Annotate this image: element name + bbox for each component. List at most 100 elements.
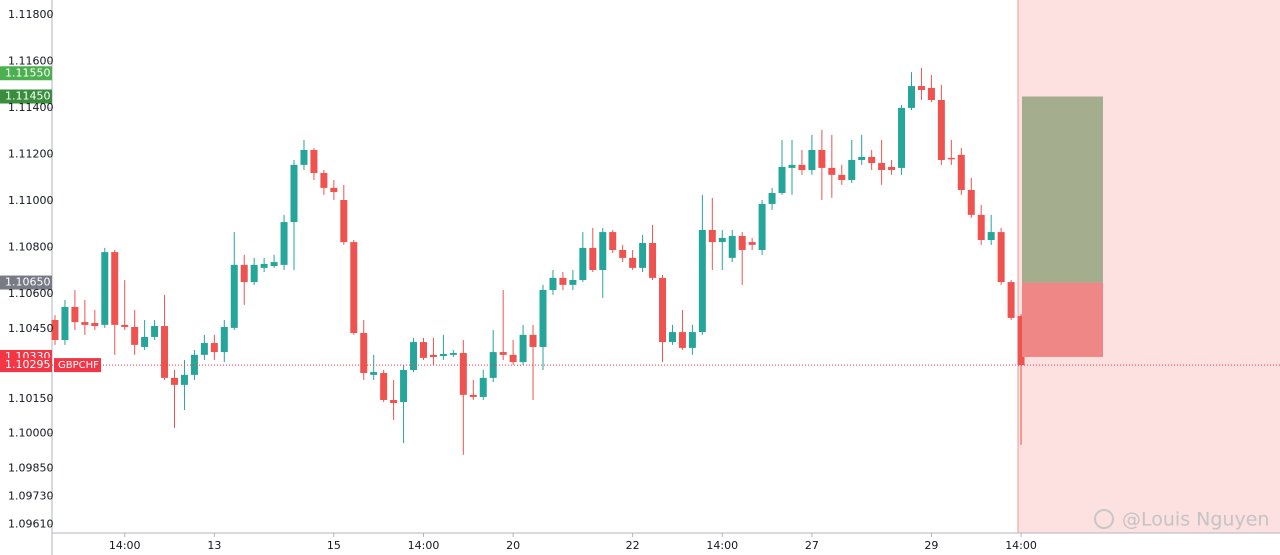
- candle-body: [499, 352, 507, 355]
- candle-body: [200, 343, 208, 355]
- candle-body: [479, 377, 487, 397]
- candle-body: [678, 332, 686, 348]
- candle-body: [888, 166, 896, 170]
- x-tick-label: 29: [924, 539, 938, 552]
- candle-body: [151, 326, 159, 337]
- y-tick-label: 1.11800: [8, 8, 54, 21]
- candle-body: [469, 394, 477, 397]
- candle-body: [808, 149, 816, 170]
- candle-body: [668, 332, 676, 343]
- candle-body: [111, 252, 119, 325]
- candle-body: [419, 342, 427, 358]
- candle-body: [788, 164, 796, 168]
- candle-body: [718, 237, 726, 243]
- candle-body: [1007, 282, 1015, 318]
- watermark-icon: [1094, 509, 1114, 529]
- x-tick-label: 27: [805, 539, 819, 552]
- candle-body: [61, 306, 69, 340]
- watermark: @Louis Nguyen: [1122, 509, 1269, 531]
- y-tick-label: 1.10800: [8, 241, 54, 254]
- candle-body: [927, 87, 935, 100]
- candle-body: [1017, 316, 1025, 366]
- price-label-box: [0, 275, 52, 290]
- candle-body: [987, 232, 995, 240]
- y-tick-label: 1.11400: [8, 101, 54, 114]
- candle-body: [868, 156, 876, 164]
- candle-body: [937, 99, 945, 160]
- candle-body: [798, 164, 806, 170]
- candle-body: [350, 242, 358, 334]
- y-tick-label: 1.09610: [8, 517, 54, 530]
- y-tick-label: 1.11600: [8, 55, 54, 68]
- y-tick-label: 1.10150: [8, 392, 54, 405]
- price-label: 1.10295: [5, 358, 51, 371]
- candle-body: [708, 229, 716, 243]
- candle-body: [71, 306, 79, 323]
- candle-body: [589, 247, 597, 270]
- candle-body: [81, 322, 89, 325]
- x-tick-label: 13: [207, 539, 221, 552]
- marks: [51, 67, 1025, 455]
- candle-body: [121, 324, 129, 327]
- candle-body: [340, 199, 348, 243]
- candle-body: [639, 243, 647, 268]
- y-tick-label: 1.10450: [8, 322, 54, 335]
- candle-body: [539, 289, 547, 347]
- candle-body: [917, 86, 925, 90]
- candle-body: [569, 279, 577, 285]
- candle-body: [210, 343, 218, 353]
- candle-body: [410, 342, 418, 370]
- x-tick-label: 14:00: [1005, 539, 1037, 552]
- candle-body: [360, 333, 368, 374]
- candle-body: [947, 157, 955, 160]
- candle-body: [659, 277, 667, 343]
- candle-body: [728, 236, 736, 258]
- candle-body: [858, 156, 866, 160]
- candle-body: [161, 326, 169, 378]
- candle-body: [818, 149, 826, 168]
- price-label-box: [0, 358, 52, 373]
- candle-body: [688, 332, 696, 348]
- candle-body: [649, 243, 657, 278]
- candle-body: [390, 399, 398, 404]
- y-tick-label: 1.11000: [8, 194, 54, 207]
- x-tick-label: 14:00: [706, 539, 738, 552]
- candle-body: [778, 166, 786, 194]
- candle-body: [270, 262, 278, 267]
- candle-body: [878, 163, 886, 170]
- candle-body: [828, 167, 836, 175]
- x-tick-label: 22: [626, 539, 640, 552]
- candle-body: [51, 319, 59, 340]
- y-tick-label: 1.09730: [8, 489, 54, 502]
- candle-body: [957, 154, 965, 190]
- candle-body: [400, 369, 408, 403]
- candle-body: [619, 249, 627, 258]
- candle-body: [230, 264, 238, 328]
- x-tick-label: 14:00: [109, 539, 141, 552]
- candle-body: [549, 277, 557, 290]
- candle-body: [738, 236, 746, 250]
- profit-zone: [1022, 96, 1103, 283]
- x-tick-label: 15: [327, 539, 341, 552]
- candle-body: [240, 264, 248, 283]
- candle-body: [220, 326, 228, 353]
- candle-body: [131, 326, 139, 345]
- candle-body: [838, 174, 846, 180]
- x-tick-label: 14:00: [408, 539, 440, 552]
- symbol-label: GBPCHF: [58, 360, 99, 371]
- candle-body: [91, 323, 99, 327]
- candle-body: [698, 229, 706, 333]
- y-tick-label: 1.10000: [8, 427, 54, 440]
- candle-body: [330, 187, 338, 193]
- candle-body: [509, 354, 517, 363]
- candle-body: [439, 353, 447, 357]
- loss-zone: [1022, 282, 1103, 357]
- price-label-box: [0, 66, 52, 81]
- price-label: 1.11450: [5, 90, 51, 103]
- candle-body: [380, 373, 388, 400]
- candle-body: [141, 336, 149, 347]
- price-label: 1.11550: [5, 66, 51, 79]
- candle-body: [758, 203, 766, 250]
